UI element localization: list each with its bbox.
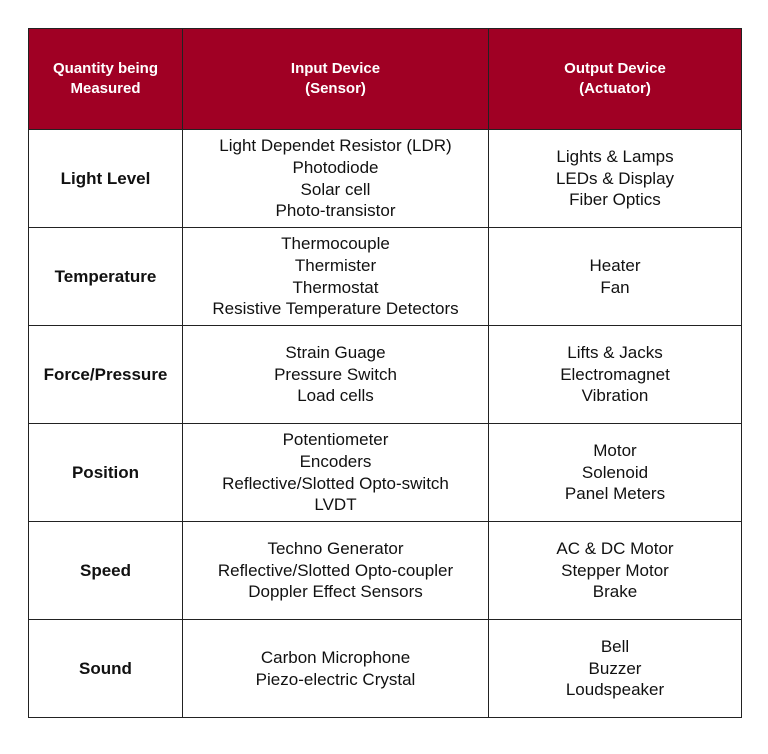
actuator-item: Solenoid: [581, 462, 649, 482]
actuator-item: Stepper Motor: [561, 560, 669, 580]
output-device-cell: AC & DC Motor Stepper Motor Brake: [488, 521, 742, 620]
sensor-item: Potentiometer: [282, 430, 389, 450]
table-row: Temperature Thermocouple Thermister Thermos…: [28, 227, 742, 326]
quantity-cell: Speed: [28, 521, 183, 620]
header-text: Output Device: [564, 60, 666, 77]
actuator-item: Electromagnet: [560, 364, 670, 384]
quantity-cell: Position: [28, 423, 183, 522]
table-row: Position Potentiometer Encoders Reflective/…: [28, 423, 742, 522]
header-text: (Actuator): [579, 80, 651, 97]
quantity-cell: Light Level: [28, 129, 183, 228]
header-text: (Sensor): [305, 80, 366, 97]
sensor-item: Carbon Microphone: [260, 647, 411, 667]
sensor-item: Encoders: [299, 451, 372, 471]
sensor-item: Photodiode: [292, 157, 379, 177]
sensor-item: Resistive Temperature Detectors: [212, 299, 459, 319]
sensor-item: Photo-transistor: [275, 201, 396, 221]
sensor-item: Pressure Switch: [274, 364, 397, 384]
quantity-cell: Temperature: [28, 227, 183, 326]
output-device-cell: Heater Fan: [488, 227, 742, 326]
actuator-item: Motor: [593, 440, 637, 460]
header-row: Quantity being Measured Input Device (Sens…: [28, 28, 742, 130]
output-device-cell: Lights & Lamps LEDs & Display Fiber Optics: [488, 129, 742, 228]
header-quantity: Quantity being Measured: [28, 28, 183, 130]
sensor-item: Reflective/Slotted Opto-coupler: [217, 560, 454, 580]
sensor-item: LVDT: [314, 495, 357, 515]
header-text: Measured: [70, 80, 141, 97]
actuator-item: Buzzer: [588, 658, 642, 678]
actuator-item: AC & DC Motor: [556, 538, 674, 558]
actuator-item: Panel Meters: [564, 484, 666, 504]
header-output-device: Output Device (Actuator): [488, 28, 742, 130]
input-device-cell: Potentiometer Encoders Reflective/Slotted …: [182, 423, 489, 522]
actuator-item: LEDs & Display: [555, 168, 675, 188]
sensor-item: Reflective/Slotted Opto-switch: [222, 473, 449, 493]
input-device-cell: Techno Generator Reflective/Slotted Opto-…: [182, 521, 489, 620]
sensor-item: Load cells: [297, 386, 374, 406]
sensor-item: Doppler Effect Sensors: [248, 582, 423, 602]
actuator-item: Loudspeaker: [565, 680, 665, 700]
sensor-item: Thermister: [294, 255, 377, 275]
actuator-item: Fiber Optics: [569, 190, 661, 210]
input-device-cell: Light Dependet Resistor (LDR) Photodiode S…: [182, 129, 489, 228]
actuator-item: Fan: [600, 277, 630, 297]
sensors-actuators-table: Quantity being Measured Input Device (Sens…: [28, 28, 742, 718]
actuator-item: Lifts & Jacks: [567, 342, 663, 362]
output-device-cell: Lifts & Jacks Electromagnet Vibration: [488, 325, 742, 424]
actuator-item: Brake: [592, 582, 638, 602]
actuator-item: Heater: [589, 255, 641, 275]
sensor-item: Thermostat: [292, 277, 379, 297]
actuator-item: Lights & Lamps: [556, 146, 674, 166]
input-device-cell: Strain Guage Pressure Switch Load cells: [182, 325, 489, 424]
input-device-cell: Thermocouple Thermister Thermostat Resistiv…: [182, 227, 489, 326]
sensor-item: Thermocouple: [281, 234, 390, 254]
quantity-cell: Force/Pressure: [28, 325, 183, 424]
sensor-item: Techno Generator: [267, 538, 404, 558]
quantity-cell: Sound: [28, 619, 183, 718]
input-device-cell: Carbon Microphone Piezo-electric Crystal: [182, 619, 489, 718]
table-row: Speed Techno Generator Reflective/Slotted …: [28, 521, 742, 620]
sensor-item: Piezo-electric Crystal: [255, 669, 416, 689]
header-text: Quantity being: [53, 60, 158, 77]
sensor-item: Light Dependet Resistor (LDR): [219, 136, 452, 156]
sensor-item: Strain Guage: [285, 342, 386, 362]
header-text: Input Device: [290, 60, 381, 77]
output-device-cell: Bell Buzzer Loudspeaker: [488, 619, 742, 718]
sensor-item: Solar cell: [300, 179, 371, 199]
output-device-cell: Motor Solenoid Panel Meters: [488, 423, 742, 522]
actuator-item: Vibration: [581, 386, 649, 406]
actuator-item: Bell: [600, 636, 630, 656]
table-row: Force/Pressure Strain Guage Pressure Switc…: [28, 325, 742, 424]
header-input-device: Input Device (Sensor): [182, 28, 489, 130]
table-row: Light Level Light Dependet Resistor (LDR)…: [28, 129, 742, 228]
table-row: Sound Carbon Microphone Piezo-electric Cry…: [28, 619, 742, 718]
